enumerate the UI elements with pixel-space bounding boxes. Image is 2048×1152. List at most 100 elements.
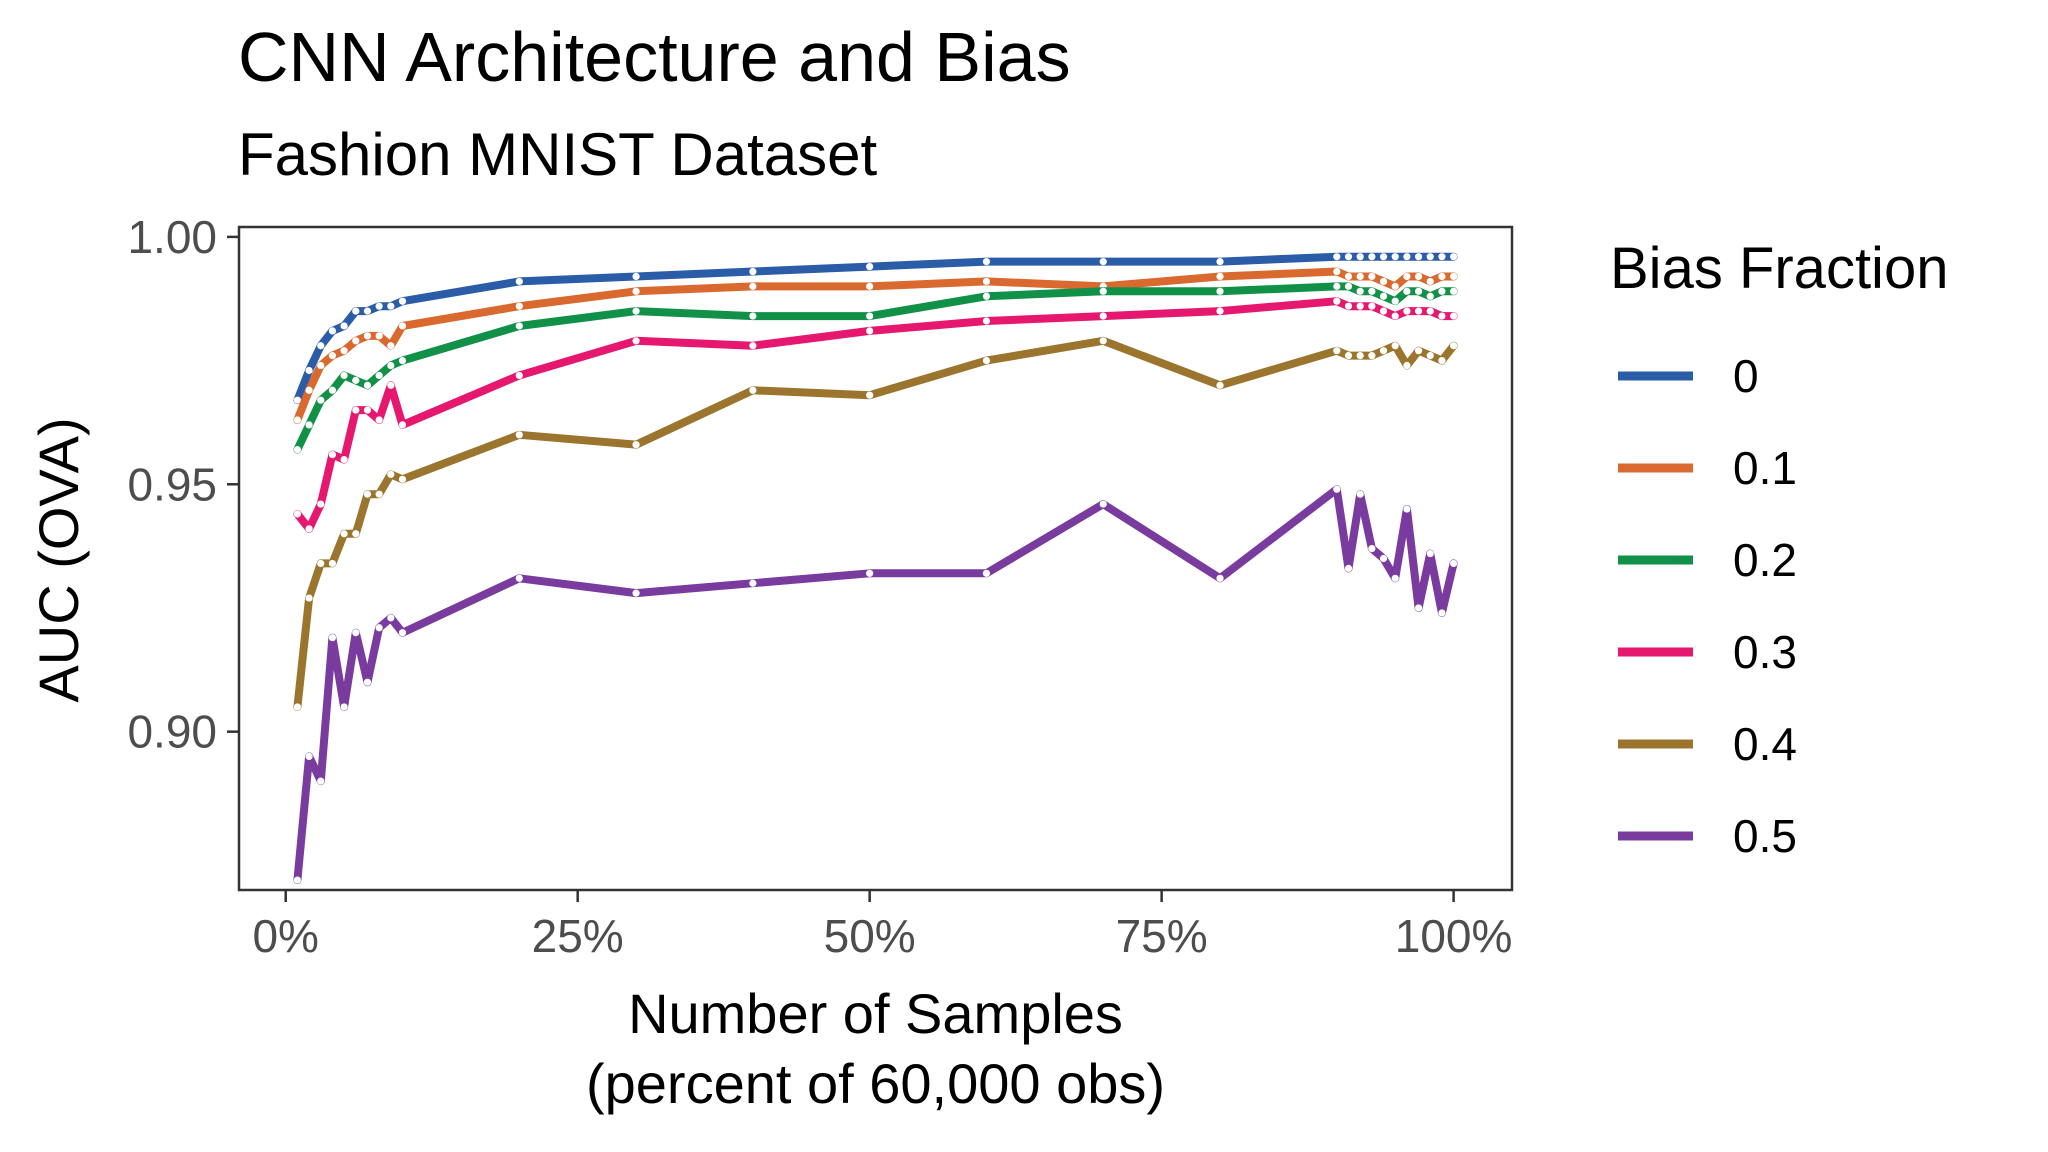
- data-point: [1356, 272, 1364, 281]
- data-point: [632, 589, 640, 597]
- data-point: [1403, 361, 1411, 370]
- data-point: [982, 317, 991, 325]
- x-tick-label: 100%: [1395, 910, 1513, 962]
- data-point: [1438, 356, 1446, 365]
- data-point: [515, 277, 523, 286]
- x-axis-subtitle: (percent of 60,000 obs): [586, 1052, 1165, 1115]
- data-point: [982, 292, 991, 300]
- data-point: [1356, 253, 1364, 261]
- data-point: [1216, 307, 1224, 315]
- data-point: [352, 337, 360, 345]
- data-point: [1403, 253, 1411, 261]
- data-point: [1099, 287, 1107, 295]
- data-point: [375, 624, 383, 632]
- y-tick-label: 0.90: [127, 706, 217, 758]
- legend-label: 0: [1733, 350, 1759, 402]
- data-point: [1368, 352, 1376, 360]
- data-point: [866, 569, 874, 577]
- data-point: [1450, 312, 1458, 320]
- data-point: [375, 371, 383, 380]
- data-point: [387, 470, 395, 478]
- data-point: [293, 416, 301, 424]
- data-point: [1426, 352, 1434, 360]
- data-point: [352, 629, 360, 637]
- data-point: [1368, 253, 1376, 261]
- data-point: [387, 361, 395, 370]
- data-point: [515, 302, 523, 310]
- data-point: [317, 396, 325, 404]
- data-point: [1450, 272, 1458, 281]
- data-point: [1379, 253, 1388, 261]
- data-point: [317, 777, 325, 785]
- data-point: [1391, 312, 1399, 320]
- data-point: [1333, 297, 1341, 305]
- data-point: [328, 559, 337, 568]
- data-point: [632, 287, 640, 295]
- data-point: [352, 530, 360, 538]
- data-point: [1414, 253, 1423, 261]
- data-point: [866, 282, 874, 290]
- data-point: [1216, 258, 1224, 266]
- data-point: [749, 282, 757, 290]
- data-point: [1344, 253, 1353, 261]
- data-point: [398, 297, 407, 305]
- data-point: [749, 579, 757, 587]
- x-axis-title: Number of Samples: [628, 982, 1123, 1045]
- data-point: [515, 431, 523, 439]
- data-point: [1414, 347, 1423, 355]
- legend-label: 0.4: [1733, 718, 1797, 770]
- legend-label: 0.3: [1733, 626, 1797, 678]
- data-point: [317, 500, 325, 508]
- y-tick-label: 0.95: [127, 458, 217, 510]
- data-point: [632, 441, 640, 449]
- data-point: [515, 371, 523, 380]
- data-point: [1438, 609, 1446, 617]
- data-point: [1344, 352, 1353, 360]
- data-point: [1450, 342, 1458, 350]
- data-point: [387, 381, 395, 389]
- data-point: [1414, 272, 1423, 281]
- data-point: [293, 446, 301, 454]
- data-point: [1426, 277, 1434, 286]
- chart-subtitle: Fashion MNIST Dataset: [238, 121, 878, 188]
- data-point: [1403, 505, 1411, 513]
- data-point: [375, 490, 383, 498]
- data-point: [1438, 272, 1446, 281]
- x-tick-label: 0%: [252, 910, 318, 962]
- series-line-0.5: [293, 485, 1458, 885]
- data-point: [340, 703, 348, 711]
- data-point: [363, 490, 372, 498]
- chart-title: CNN Architecture and Bias: [238, 18, 1071, 96]
- data-point: [1426, 292, 1434, 300]
- data-point: [1426, 549, 1434, 558]
- legend-label: 0.2: [1733, 534, 1797, 586]
- data-point: [1099, 312, 1107, 320]
- data-point: [1368, 302, 1376, 310]
- data-point: [1379, 307, 1388, 315]
- data-point: [305, 594, 313, 602]
- data-point: [749, 386, 757, 394]
- data-point: [1426, 307, 1434, 315]
- data-point: [1216, 381, 1224, 389]
- data-point: [293, 703, 301, 711]
- data-point: [305, 386, 313, 394]
- data-point: [340, 347, 348, 355]
- data-point: [1368, 545, 1376, 553]
- data-point: [352, 406, 360, 414]
- data-point: [1368, 272, 1376, 281]
- data-point: [749, 342, 757, 350]
- series-line-0.3: [293, 297, 1458, 533]
- data-point: [1333, 253, 1341, 261]
- data-point: [515, 322, 523, 330]
- data-point: [866, 312, 874, 320]
- data-point: [363, 406, 372, 414]
- data-point: [340, 530, 348, 538]
- data-point: [1216, 272, 1224, 281]
- data-point: [1414, 287, 1423, 295]
- data-point: [352, 376, 360, 384]
- data-point: [1391, 297, 1399, 305]
- data-point: [1333, 485, 1341, 493]
- y-axis-title: AUC (OVA): [27, 417, 90, 702]
- data-point: [1391, 282, 1399, 290]
